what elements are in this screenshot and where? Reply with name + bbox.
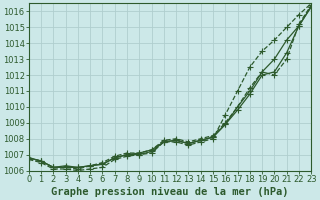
X-axis label: Graphe pression niveau de la mer (hPa): Graphe pression niveau de la mer (hPa) <box>51 186 289 197</box>
